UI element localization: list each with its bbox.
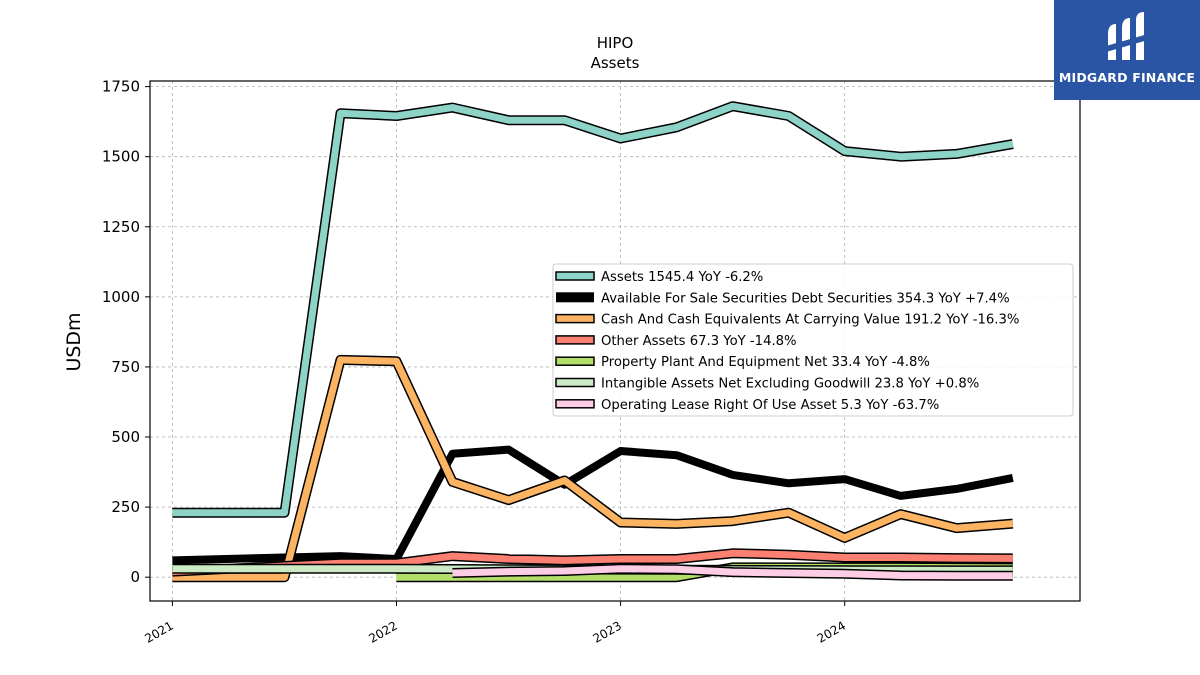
y-tick-label: 1750 [102,78,140,96]
y-tick-label: 1250 [102,218,140,236]
plot-area [149,80,1081,602]
series-other-assets [172,548,1013,577]
x-tick-label: 2022 [366,618,399,645]
legend: Assets 1545.4 YoY -6.2% Available For Sal… [552,263,1074,417]
series-available-for-sale-securities-debt-securities [172,445,1014,565]
legend-label: Operating Lease Right Of Use Asset 5.3 Y… [601,398,939,413]
legend-label: Other Assets 67.3 YoY -14.8% [601,334,797,349]
chart-title: HIPO [597,34,634,52]
y-tick-label: 0 [130,568,140,586]
x-tick-label: 2023 [591,618,624,645]
y-axis-label: USDm [63,312,85,371]
y-tick-label: 750 [111,358,140,376]
series-assets [172,101,1014,518]
legend-swatch [555,356,595,366]
midgard-logo: MIDGARD FINANCE [1054,0,1200,100]
series-line [172,445,1014,565]
series-line [172,356,1014,581]
legend-swatch [555,377,595,388]
series-operating-lease-right-of-use-asset [452,563,1013,581]
legend-label: Property Plant And Equipment Net 33.4 Yo… [601,355,930,370]
series-line [452,565,1013,580]
legend-label: Available For Sale Securities Debt Secur… [601,291,1010,306]
y-tick-label: 1000 [102,288,140,306]
legend-label: Intangible Assets Net Excluding Goodwill… [601,377,979,392]
y-tick-label: 500 [111,428,140,446]
series-cash-and-cash-equivalents-at-carrying-value [172,354,1014,583]
series-line [172,549,1013,576]
y-tick-label: 250 [111,498,140,516]
y-tick-label: 1500 [102,148,140,166]
x-tick-label: 2024 [815,618,848,645]
legend-swatch [555,313,595,324]
legend-label: Assets 1545.4 YoY -6.2% [601,270,763,285]
x-tick-label: 2021 [142,618,175,645]
midgard-logo-icon [1106,12,1148,60]
legend-swatch [556,292,594,303]
legend-swatch [555,335,595,345]
legend-box [552,263,1074,417]
series-layer [172,101,1014,583]
legend-swatch [555,271,595,281]
legend-label: Cash And Cash Equivalents At Carrying Va… [601,313,1019,328]
chart-subtitle: Assets [591,54,640,72]
logo-text: MIDGARD FINANCE [1058,70,1196,85]
legend-swatch [555,399,595,409]
series-line [172,102,1014,517]
